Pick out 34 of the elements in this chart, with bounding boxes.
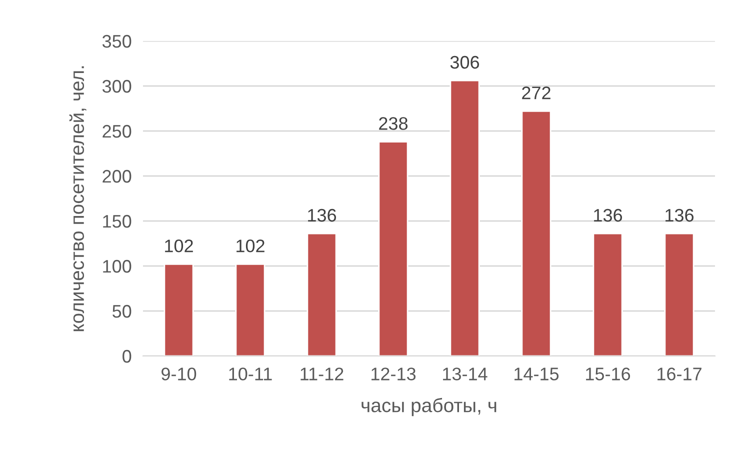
y-tick-label: 50	[112, 304, 132, 318]
bar	[521, 110, 552, 356]
data-label: 238	[379, 117, 408, 130]
y-tick-label: 250	[102, 124, 132, 138]
data-label: 102	[236, 240, 264, 252]
bar	[450, 80, 480, 356]
y-axis-title: количество посетителей, чел.	[69, 66, 86, 332]
y-tick-label: 0	[122, 350, 132, 363]
x-tick-label: 9-10	[162, 368, 196, 380]
bar	[378, 141, 408, 356]
bar	[164, 264, 194, 356]
x-tick-label: 14-15	[514, 368, 559, 380]
bar	[664, 232, 694, 356]
bar	[235, 264, 266, 356]
bar	[592, 232, 623, 356]
data-label: 102	[165, 240, 193, 252]
x-axis-title: часы работы, ч	[362, 398, 496, 416]
y-tick-label: 300	[102, 80, 132, 93]
bar	[306, 232, 337, 356]
data-label: 136	[594, 208, 622, 222]
data-label: 272	[522, 86, 550, 100]
x-tick-label: 16-17	[658, 368, 702, 380]
x-tick-label: 13-14	[443, 368, 488, 380]
y-tick-label: 200	[102, 170, 132, 183]
y-tick-label: 150	[103, 214, 132, 228]
x-tick-label: 10-11	[229, 368, 272, 380]
y-tick-label: 350	[102, 34, 132, 48]
x-tick-label: 11-12	[300, 368, 344, 380]
y-tick-label: 100	[103, 260, 132, 273]
data-label: 136	[666, 208, 694, 222]
data-label: 136	[308, 208, 336, 222]
data-label: 306	[450, 56, 480, 69]
x-tick-label: 15-16	[586, 368, 630, 380]
x-tick-label: 12-13	[372, 368, 416, 380]
